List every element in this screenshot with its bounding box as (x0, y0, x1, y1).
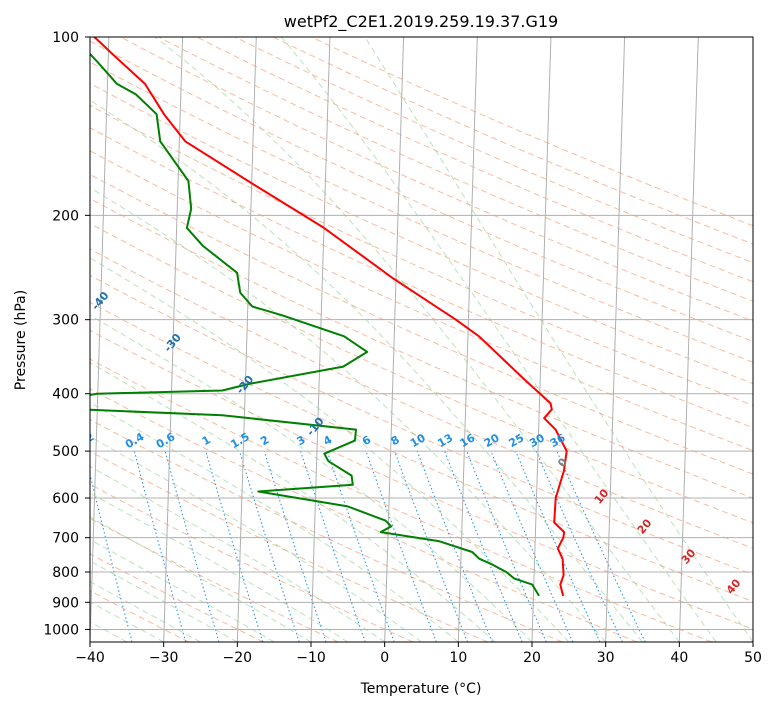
dry-adiabat-line (119, 37, 753, 322)
y-tick-label: 300 (52, 313, 79, 329)
moist-adiabat-line (154, 37, 680, 642)
mixing-ratio-line (263, 450, 327, 642)
dry-adiabat-line (90, 222, 753, 524)
moist-adiabat-line (90, 99, 643, 642)
isotherm-gridline (90, 37, 110, 642)
x-tick-label: −40 (75, 650, 105, 666)
mixing-ratio-line (133, 450, 187, 642)
isotherm-gridline (752, 626, 753, 642)
dry-adiabat-line (90, 248, 753, 549)
isotherm-gridlines (90, 37, 753, 642)
dry-adiabat-line (90, 173, 753, 475)
dry-adiabat-line (90, 274, 753, 576)
dry-adiabat-line (90, 82, 753, 385)
mixing-ratio-line (239, 450, 300, 642)
mixing-ratio-label: 0.2 (73, 430, 96, 451)
dry-adiabat-line (90, 450, 488, 642)
isotherm-gridline (236, 37, 257, 642)
moist-adiabat-line (90, 539, 275, 642)
mixing-ratio-line (365, 450, 437, 642)
plot-frame (89, 36, 754, 643)
y-tick-label: 400 (52, 387, 79, 403)
moist-adiabat-line (90, 362, 496, 642)
dry-adiabat-line (90, 329, 753, 630)
isotherm-gridline (310, 37, 331, 642)
isotherm-gridline (678, 37, 699, 642)
dry-adiabat-line (195, 37, 753, 283)
x-tick-label: 10 (449, 650, 467, 666)
dry-adiabat-line (90, 150, 753, 452)
mixing-ratio-line (300, 450, 366, 642)
moist-adiabat-line (90, 465, 385, 642)
isotherm-label: -50 (17, 247, 40, 271)
x-tick-label: 40 (670, 650, 688, 666)
y-tick-label: 500 (52, 444, 79, 460)
moist-adiabat-line (90, 314, 533, 642)
dry-adiabat-line (90, 358, 712, 642)
dry-adiabat-line (90, 40, 753, 343)
x-axis: −40 −30 −20 −10 0 10 20 30 40 50 (75, 642, 762, 666)
mixing-ratio-label: 0.1 (26, 430, 49, 451)
dry-adiabat-line (90, 388, 638, 642)
moist-adiabat-line (90, 436, 422, 642)
isotherm-gridline (531, 37, 552, 642)
x-tick-label: −30 (149, 650, 179, 666)
chart-title: wetPf2_C2E1.2019.259.19.37.G19 (284, 12, 558, 32)
mixing-ratio-line (164, 450, 220, 642)
y-tick-label: 900 (52, 595, 79, 611)
moist-adiabat-line (90, 492, 349, 642)
profile-lines (90, 37, 568, 597)
x-tick-label: 0 (380, 650, 389, 666)
mixing-ratio-line (205, 450, 264, 642)
isotherm-gridline (457, 37, 478, 642)
dry-adiabat-line (90, 104, 753, 406)
dry-adiabat-line (90, 301, 753, 603)
mixing-ratio-line (394, 450, 468, 642)
x-tick-label: 20 (523, 650, 541, 666)
dry-adiabat-line (90, 590, 190, 642)
x-tick-label: 50 (744, 650, 762, 666)
mixing-ratio-line (466, 450, 547, 642)
y-tick-label: 700 (52, 531, 79, 547)
x-tick-label: −10 (296, 650, 326, 666)
x-tick-label: −20 (223, 650, 253, 666)
y-tick-label: 600 (52, 491, 79, 507)
y-tick-label: 800 (52, 565, 79, 581)
x-axis-label: Temperature (°C) (360, 681, 482, 697)
y-tick-label: 100 (52, 30, 79, 46)
isotherm-gridline (384, 37, 405, 642)
y-axis-label: Pressure (hPa) (13, 290, 29, 390)
dry-adiabat-line (90, 553, 264, 642)
mixing-ratio-line (490, 450, 574, 642)
temperature-line (92, 37, 568, 597)
isotherm-gridline (605, 37, 626, 642)
moist-adiabat-line (90, 257, 570, 642)
moist-adiabat-line (280, 37, 717, 642)
moist-adiabat-line (364, 37, 753, 642)
moist-adiabat-line (90, 187, 607, 642)
moist-adiabat-line (90, 402, 459, 642)
isotherm-gridline (163, 37, 184, 642)
y-axis: 100 200 300 400 500 600 700 800 900 1000 (43, 30, 90, 638)
dewpoint-line (90, 52, 540, 597)
dry-adiabat-line (90, 198, 753, 499)
x-tick-label: 30 (597, 650, 615, 666)
y-tick-label: 200 (52, 208, 79, 224)
y-tick-label: 1000 (43, 622, 79, 638)
